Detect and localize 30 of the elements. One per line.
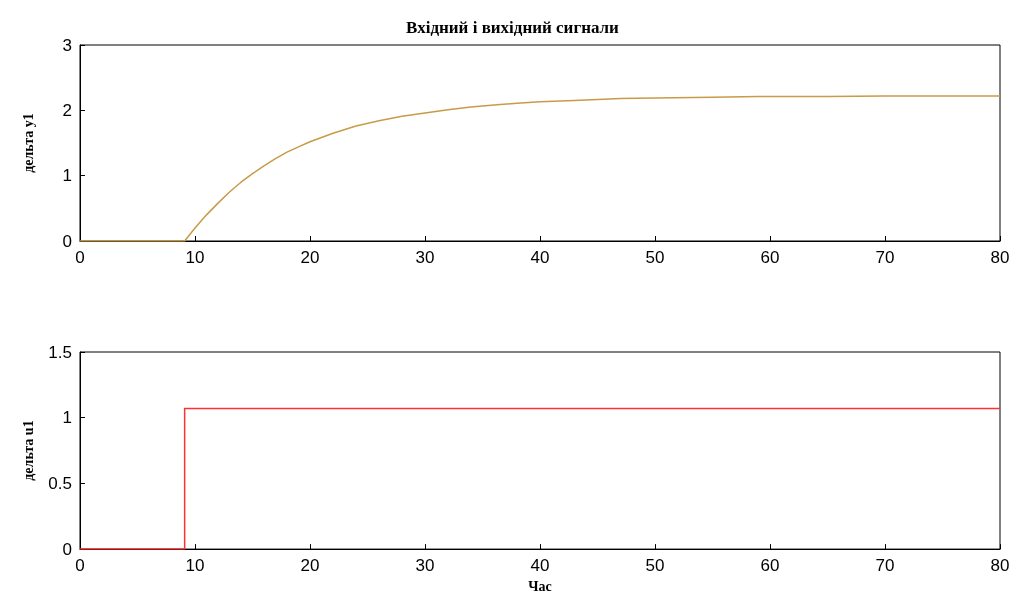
x-tick-label: 10: [185, 556, 205, 576]
y-tick-label: 2: [62, 100, 72, 120]
y-tick-label: 1: [62, 166, 72, 186]
x-tick-label: 30: [415, 248, 435, 267]
x-tick-label: 20: [300, 556, 320, 576]
x-tick-label: 0: [75, 556, 85, 576]
x-tick-label: 70: [875, 556, 895, 576]
y-tick-label: 3: [62, 35, 72, 55]
x-tick-label: 80: [990, 248, 1010, 267]
x-tick-label: 50: [645, 248, 665, 267]
x-tick-label: 30: [415, 556, 435, 576]
x-tick-label: 20: [300, 248, 320, 267]
y-axis-title: дельта y1: [20, 113, 36, 173]
x-tick-label: 50: [645, 556, 665, 576]
x-tick-label: 40: [530, 248, 550, 267]
x-tick-label: 70: [875, 248, 895, 267]
x-tick-label: 60: [760, 556, 780, 576]
x-tick-label: 60: [760, 248, 780, 267]
x-tick-label: 80: [990, 556, 1010, 576]
x-tick-label: 0: [75, 248, 85, 267]
x-axis-title: Час: [528, 578, 552, 594]
y-tick-label: 0: [62, 231, 72, 251]
y-axis-title: дельта u1: [20, 420, 36, 481]
y-tick-label: 0.5: [48, 473, 72, 493]
x-tick-label: 40: [530, 556, 550, 576]
y-tick-label: 0: [62, 539, 72, 559]
x-tick-label: 10: [185, 248, 205, 267]
chart-title: Вхідний і вихідний сигнали: [406, 18, 620, 37]
y-tick-label: 1: [62, 408, 72, 428]
y-tick-label: 1.5: [48, 342, 72, 362]
